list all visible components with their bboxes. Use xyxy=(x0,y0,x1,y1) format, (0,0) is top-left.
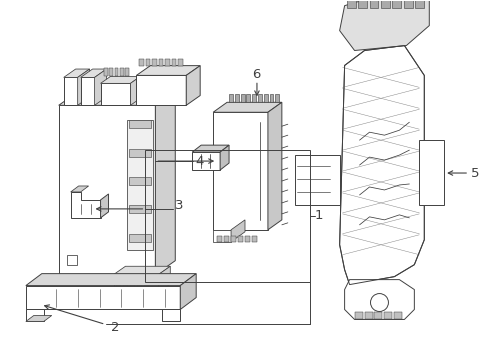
Polygon shape xyxy=(258,94,262,102)
Polygon shape xyxy=(152,59,157,66)
Polygon shape xyxy=(186,66,200,105)
Polygon shape xyxy=(103,68,107,76)
Polygon shape xyxy=(252,236,257,242)
Polygon shape xyxy=(340,0,429,50)
Polygon shape xyxy=(229,94,233,102)
Polygon shape xyxy=(340,45,424,285)
Polygon shape xyxy=(114,275,158,293)
Polygon shape xyxy=(145,285,149,293)
Polygon shape xyxy=(127,120,153,250)
Polygon shape xyxy=(109,68,113,76)
Text: 2: 2 xyxy=(111,321,119,334)
Polygon shape xyxy=(275,94,279,102)
Polygon shape xyxy=(129,177,151,185)
Polygon shape xyxy=(26,315,52,321)
Polygon shape xyxy=(81,77,95,105)
Polygon shape xyxy=(346,0,356,8)
Polygon shape xyxy=(115,68,119,76)
Polygon shape xyxy=(100,84,130,105)
Polygon shape xyxy=(180,274,196,310)
Polygon shape xyxy=(120,68,124,76)
Polygon shape xyxy=(178,59,183,66)
Polygon shape xyxy=(158,266,171,293)
Polygon shape xyxy=(385,312,392,319)
Polygon shape xyxy=(192,152,220,170)
Polygon shape xyxy=(26,310,44,321)
Polygon shape xyxy=(344,280,415,319)
Text: 3: 3 xyxy=(175,199,184,212)
Polygon shape xyxy=(129,234,151,242)
Polygon shape xyxy=(270,94,273,102)
Polygon shape xyxy=(155,91,175,275)
Polygon shape xyxy=(136,66,200,75)
Polygon shape xyxy=(146,59,150,66)
Polygon shape xyxy=(26,274,196,285)
Polygon shape xyxy=(213,112,268,230)
Text: 4: 4 xyxy=(195,154,203,167)
Polygon shape xyxy=(235,94,239,102)
Polygon shape xyxy=(381,0,390,8)
Polygon shape xyxy=(374,312,383,319)
Polygon shape xyxy=(64,69,90,77)
Polygon shape xyxy=(136,75,186,105)
Polygon shape xyxy=(238,236,243,242)
Polygon shape xyxy=(129,149,151,157)
Polygon shape xyxy=(59,91,175,105)
Polygon shape xyxy=(268,102,282,230)
Text: 1: 1 xyxy=(315,210,323,222)
Polygon shape xyxy=(125,68,129,76)
Polygon shape xyxy=(162,310,180,321)
Polygon shape xyxy=(419,140,444,205)
Polygon shape xyxy=(365,312,372,319)
Polygon shape xyxy=(64,77,77,105)
Polygon shape xyxy=(59,105,155,275)
Polygon shape xyxy=(165,59,170,66)
Polygon shape xyxy=(192,145,229,152)
Polygon shape xyxy=(137,285,143,293)
Polygon shape xyxy=(213,102,282,112)
Polygon shape xyxy=(220,145,229,170)
Polygon shape xyxy=(159,59,163,66)
Polygon shape xyxy=(100,194,108,218)
Text: 5: 5 xyxy=(471,167,480,180)
Polygon shape xyxy=(231,236,236,242)
Polygon shape xyxy=(416,0,424,8)
Circle shape xyxy=(370,293,389,311)
Polygon shape xyxy=(100,76,141,84)
Polygon shape xyxy=(358,0,367,8)
Polygon shape xyxy=(95,69,106,105)
Polygon shape xyxy=(67,255,76,265)
Polygon shape xyxy=(369,0,378,8)
Polygon shape xyxy=(129,206,151,213)
Polygon shape xyxy=(71,192,100,218)
Polygon shape xyxy=(392,0,401,8)
Polygon shape xyxy=(213,230,231,242)
Polygon shape xyxy=(394,312,402,319)
Polygon shape xyxy=(117,285,122,293)
Polygon shape xyxy=(264,94,268,102)
Polygon shape xyxy=(81,69,106,77)
Polygon shape xyxy=(355,312,363,319)
Polygon shape xyxy=(224,236,229,242)
Polygon shape xyxy=(129,120,151,128)
Polygon shape xyxy=(172,59,176,66)
Polygon shape xyxy=(231,220,245,242)
Polygon shape xyxy=(71,186,89,192)
Polygon shape xyxy=(245,236,250,242)
Polygon shape xyxy=(252,94,256,102)
Polygon shape xyxy=(114,266,171,275)
Polygon shape xyxy=(130,76,141,105)
Polygon shape xyxy=(26,285,180,310)
Text: 6: 6 xyxy=(252,68,260,81)
Polygon shape xyxy=(130,285,135,293)
Polygon shape xyxy=(217,236,222,242)
Polygon shape xyxy=(404,0,413,8)
Polygon shape xyxy=(77,69,90,105)
Polygon shape xyxy=(241,94,245,102)
Polygon shape xyxy=(246,94,250,102)
Polygon shape xyxy=(140,59,144,66)
Polygon shape xyxy=(123,285,128,293)
Polygon shape xyxy=(295,155,340,205)
